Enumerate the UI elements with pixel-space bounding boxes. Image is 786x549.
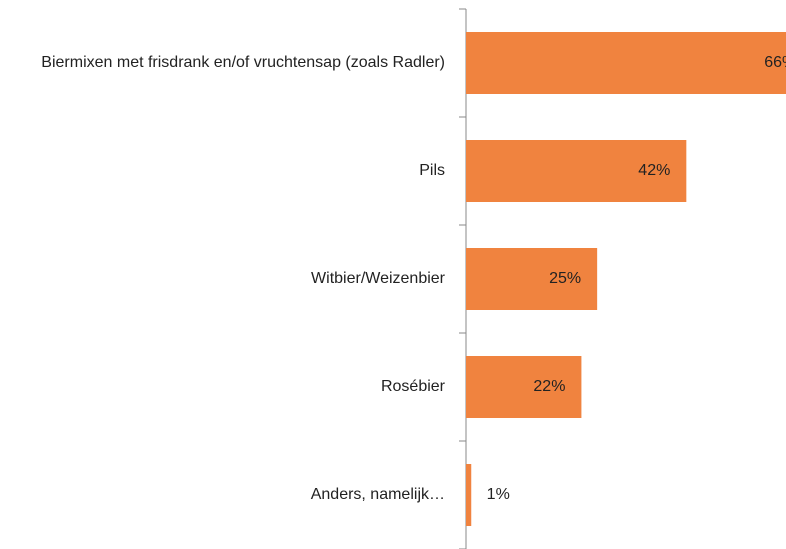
data-label: 25% [549,270,581,287]
category-label: Biermixen met frisdrank en/of vruchtensa… [41,54,445,71]
data-label: 66% [764,54,786,71]
category-label: Rosébier [381,378,446,395]
data-label: 22% [533,378,565,395]
category-label: Anders, namelijk… [311,486,445,503]
bar [466,140,687,202]
category-label: Witbier/Weizenbier [311,270,446,287]
bar [466,248,598,310]
category-label: Pils [419,162,445,179]
data-label: 1% [487,486,510,503]
data-label: 42% [638,162,670,179]
bar [466,356,582,418]
bar [466,464,472,526]
bar [466,32,786,94]
